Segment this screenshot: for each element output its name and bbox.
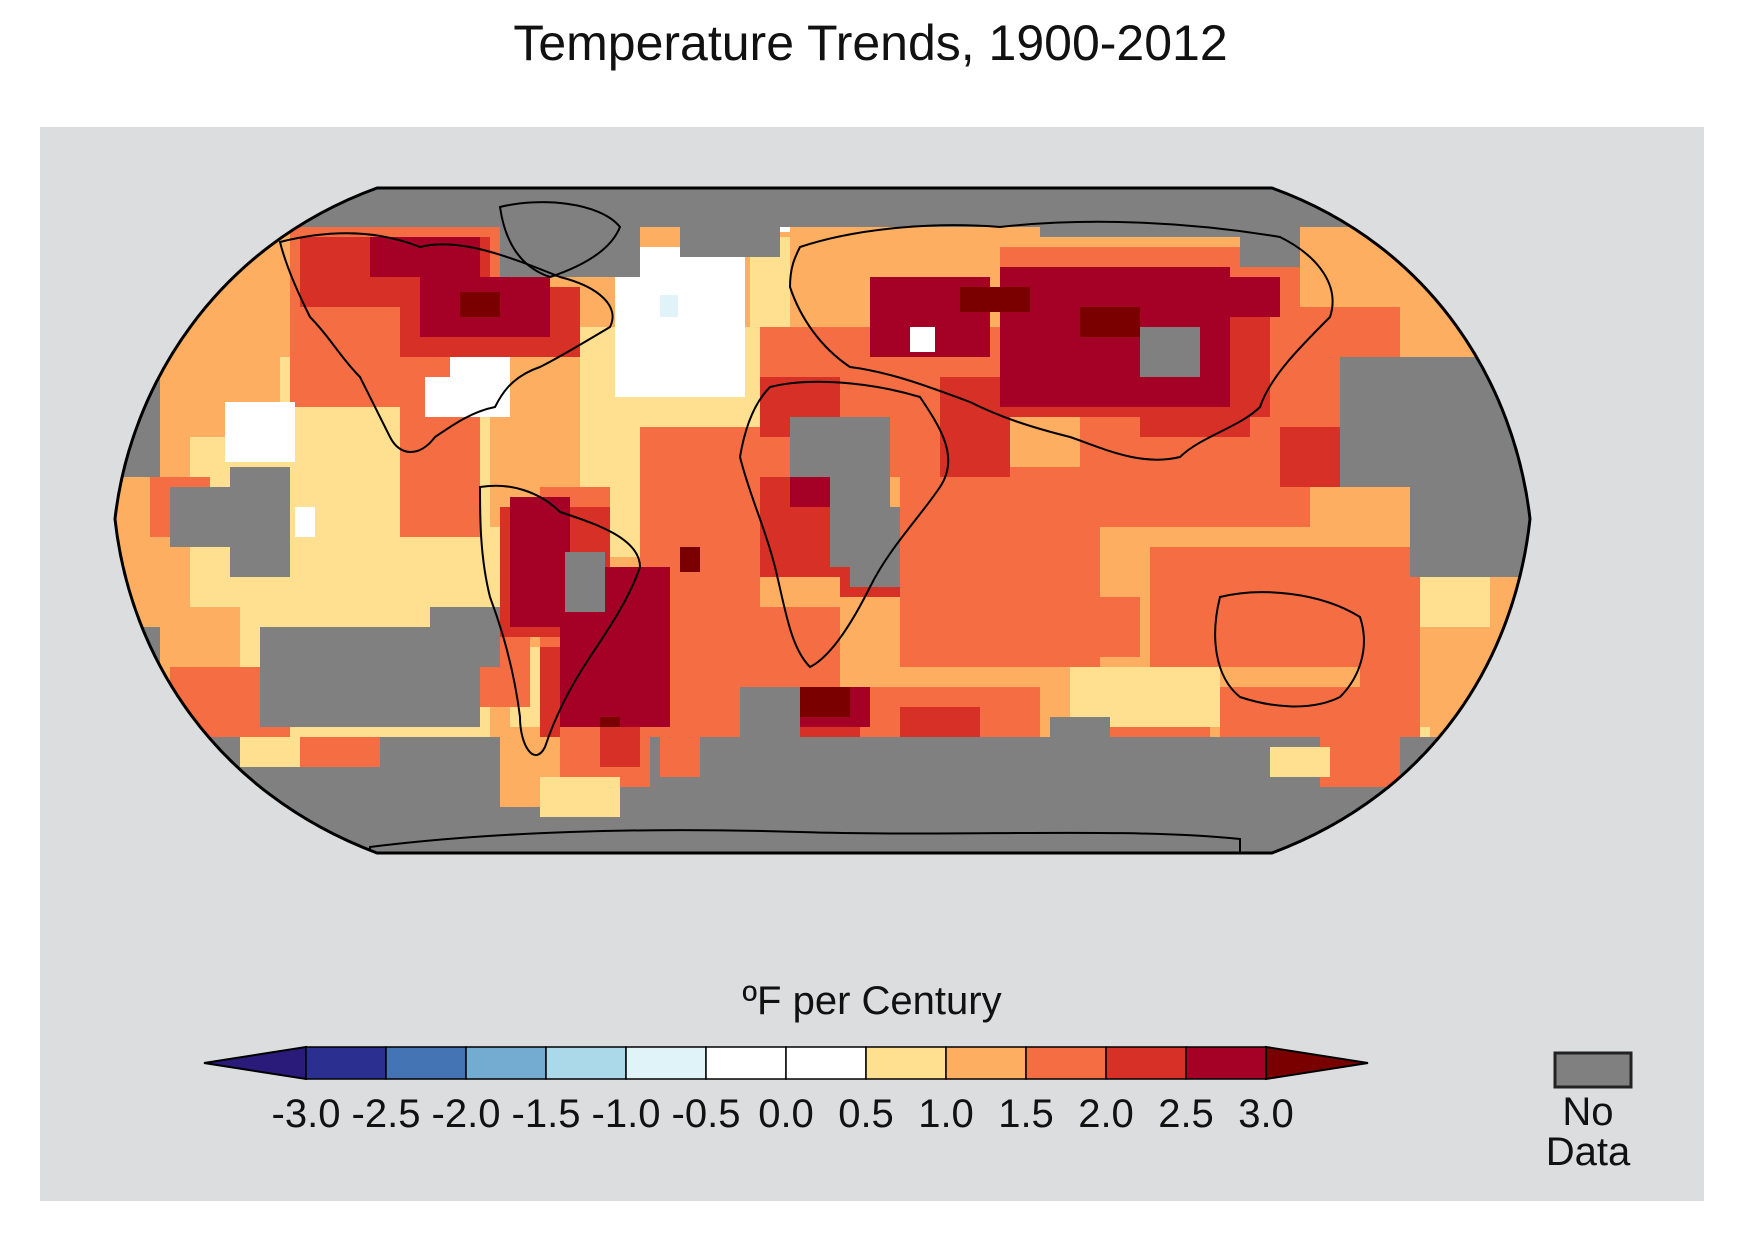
legend-tick-label: -3.0 [271, 1092, 341, 1136]
greenland-outline [498, 201, 622, 279]
color-bar-bin-2 [465, 1046, 547, 1080]
coastlines [278, 201, 1365, 853]
globe-border [113, 186, 1532, 855]
color-bar-bin-1 [385, 1046, 467, 1080]
legend-tick-label: 0.0 [758, 1092, 814, 1136]
color-bar-bin-7 [865, 1046, 947, 1080]
legend-tick-label: -0.5 [671, 1092, 741, 1136]
color-bar-bin-9 [1025, 1046, 1107, 1080]
legend-tick-label: 2.5 [1158, 1092, 1214, 1136]
color-bar-bin-0 [305, 1046, 387, 1080]
legend-tick-label: 2.0 [1078, 1092, 1134, 1136]
no-data-label-line-1: No [1562, 1090, 1614, 1134]
north-america-outline [278, 232, 614, 453]
color-bar [203, 1045, 1369, 1081]
no-data-label: No Data [1543, 1092, 1633, 1172]
legend-tick-label: -1.5 [511, 1092, 581, 1136]
legend-tick-label: -2.0 [431, 1092, 501, 1136]
color-bar-bin-3 [545, 1046, 627, 1080]
trend-band-over-3-0 [460, 287, 1140, 747]
color-bar-under-arrow [203, 1045, 307, 1081]
legend-tick-label: 1.0 [918, 1092, 974, 1136]
world-map [113, 186, 1633, 1089]
no-data-label-line-2: Data [1545, 1130, 1631, 1174]
color-bar-bin-8 [945, 1046, 1027, 1080]
color-bar-bin-5 [705, 1046, 787, 1080]
no-data-swatch [1553, 1051, 1633, 1089]
legend-tick-label: 1.5 [998, 1092, 1054, 1136]
legend-tick-label: -1.0 [591, 1092, 661, 1136]
legend-tick-label: -2.5 [351, 1092, 421, 1136]
legend-tick-label: 0.5 [838, 1092, 894, 1136]
south-america-outline [478, 484, 642, 756]
africa-outline [738, 380, 950, 669]
color-bar-over-arrow [1265, 1045, 1369, 1081]
color-bar-bin-10 [1105, 1046, 1187, 1080]
trend-grid [115, 188, 1530, 853]
australia-outline [1214, 591, 1365, 708]
map-panel: ºF per Century -3.0 -2.5 -2.0 -1.5 -1.0 -0.5 0… [40, 127, 1704, 1201]
legend-units-label: ºF per Century [742, 979, 1002, 1023]
eurasia-outline [788, 220, 1334, 461]
antarctica-outline [369, 829, 1241, 853]
chart-title: Temperature Trends, 1900-2012 [513, 15, 1228, 71]
southern-ocean-cells [240, 727, 1400, 817]
color-bar-bin-11 [1185, 1046, 1267, 1080]
legend-tick-label: 3.0 [1238, 1092, 1294, 1136]
color-bar-bin-6 [785, 1046, 867, 1080]
trend-cell-slight-cooling [660, 295, 678, 317]
color-bar-bin-4 [625, 1046, 707, 1080]
